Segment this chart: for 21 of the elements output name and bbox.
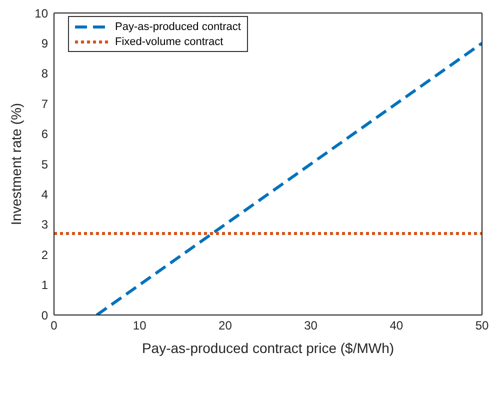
y-tick-label: 7: [41, 96, 48, 111]
y-tick-label: 6: [41, 127, 48, 142]
y-tick-label: 4: [41, 187, 48, 202]
y-tick-label: 1: [41, 278, 48, 292]
y-tick-label: 8: [41, 66, 48, 81]
y-axis-title: Investment rate (%): [8, 102, 24, 226]
x-tick-label: 30: [304, 318, 318, 333]
y-tick-label: 3: [41, 218, 48, 232]
x-tick-label: 0: [50, 318, 58, 333]
y-tick-label: 2: [41, 248, 48, 262]
legend-label: Pay-as-produced contract: [115, 20, 241, 32]
x-tick-label: 20: [218, 318, 232, 333]
x-tick-label: 40: [390, 318, 404, 333]
x-tick-label: 10: [132, 318, 147, 333]
x-axis-title: Pay-as-produced contract price ($/MWh): [142, 340, 394, 356]
y-tick-label: 10: [34, 6, 48, 20]
x-tick-label: 50: [475, 318, 489, 333]
y-tick-label: 0: [41, 308, 48, 322]
y-tick-label: 5: [41, 157, 48, 172]
legend-label: Fixed-volume contract: [115, 36, 224, 48]
y-tick-label: 9: [41, 36, 48, 50]
